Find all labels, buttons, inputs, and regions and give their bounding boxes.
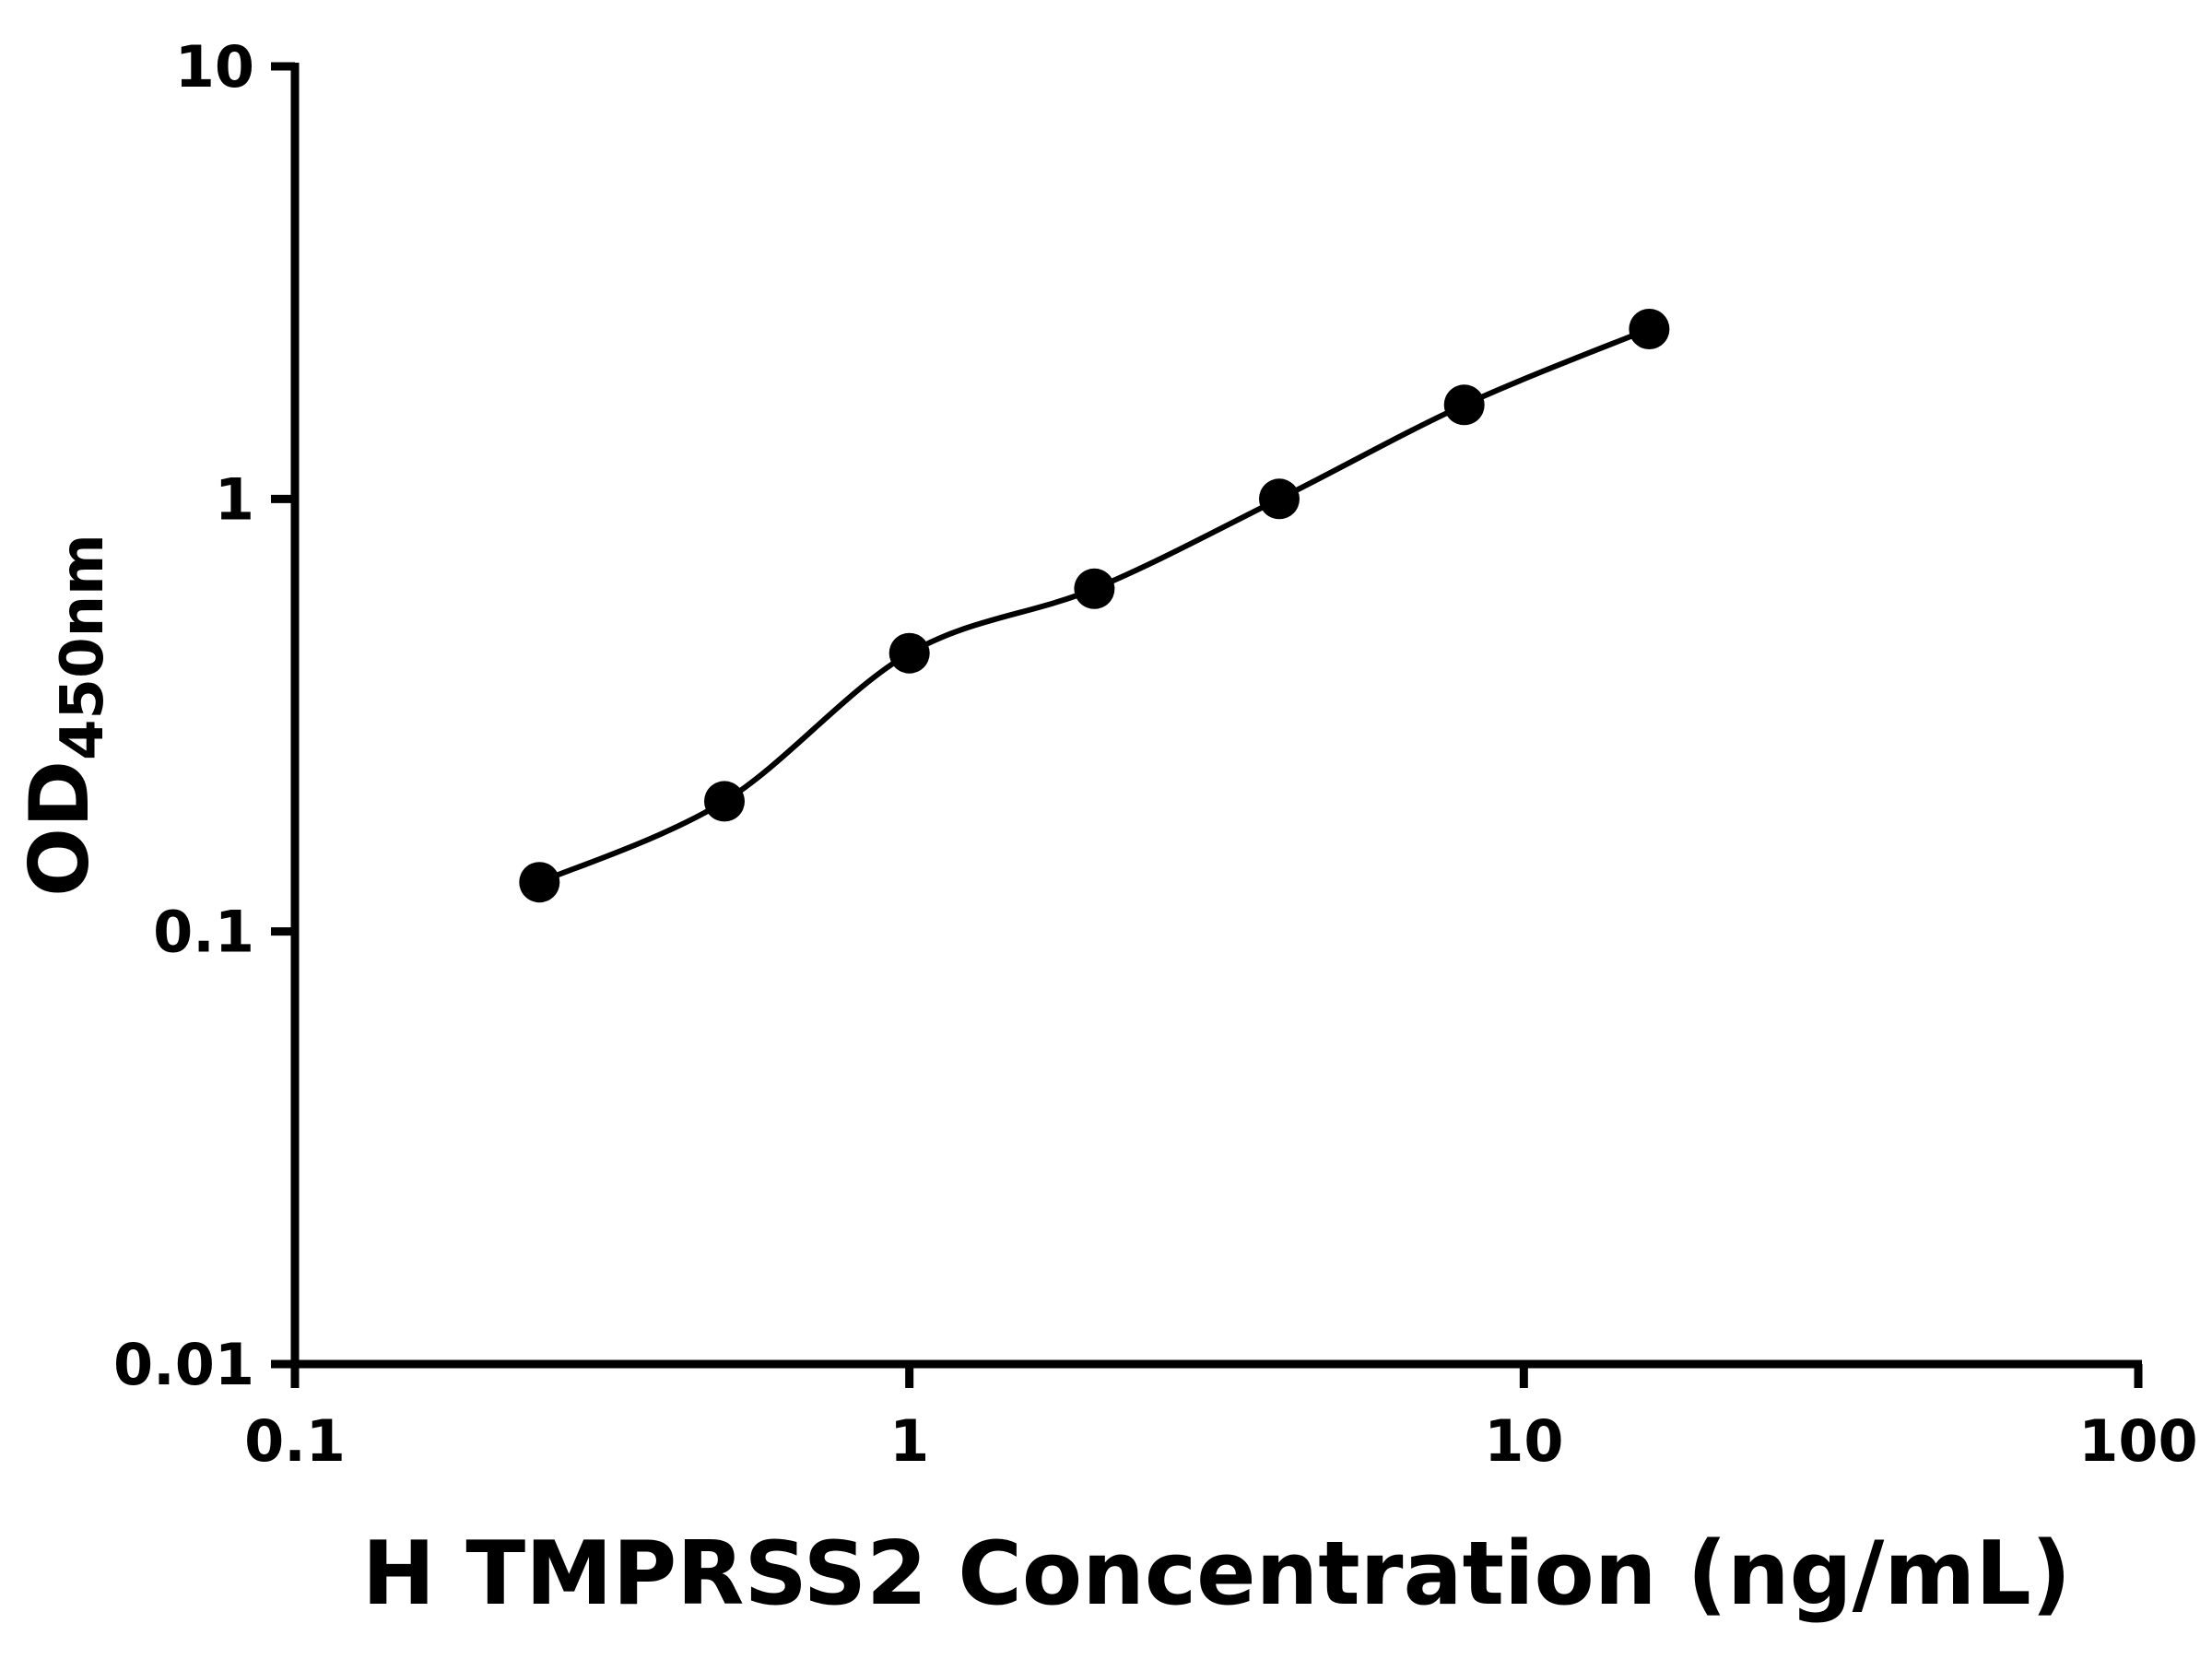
x-tick-label: 100 xyxy=(2078,1407,2197,1475)
y-axis-title: OD450nm xyxy=(12,534,117,897)
y-axis-title-subscript: 450nm xyxy=(49,534,117,760)
axis-spines xyxy=(290,63,2142,1369)
data-point xyxy=(519,862,560,903)
y-tick-label: 0.01 xyxy=(113,1331,254,1398)
data-point xyxy=(888,632,930,674)
data-series xyxy=(519,309,1670,903)
data-point xyxy=(704,781,745,822)
y-axis-title-base: OD xyxy=(12,760,107,897)
axis-ticks: 0.1 1 10 100 0.01 0.1 1 10 xyxy=(113,33,2198,1475)
y-tick-label: 10 xyxy=(175,33,254,100)
data-point xyxy=(1259,478,1300,520)
data-point xyxy=(1629,309,1670,349)
x-axis-title: H TMPRSS2 Concentration (ng/mL) xyxy=(362,1524,2071,1625)
x-tick-label: 10 xyxy=(1484,1407,1563,1475)
x-tick-label: 1 xyxy=(889,1407,929,1475)
data-point xyxy=(1443,384,1485,426)
y-tick-label: 1 xyxy=(215,465,254,533)
y-tick-label: 0.1 xyxy=(153,899,254,966)
x-tick-label: 0.1 xyxy=(244,1407,346,1475)
data-point xyxy=(1074,568,1115,609)
